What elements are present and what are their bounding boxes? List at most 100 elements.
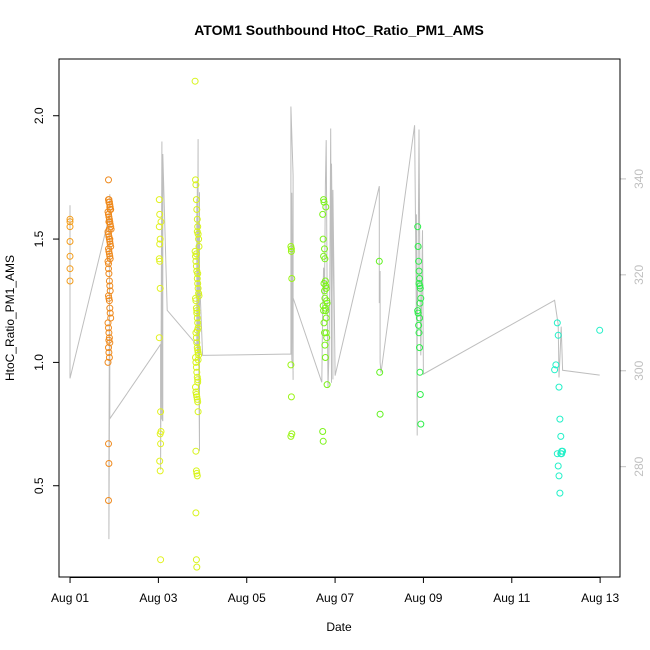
data-point [192, 509, 200, 517]
data-point [414, 309, 422, 317]
data-point [156, 257, 164, 265]
data-point [554, 331, 562, 339]
data-point [66, 218, 74, 226]
x-tick-label: Aug 13 [581, 591, 619, 605]
data-point [192, 391, 200, 398]
data-point [323, 381, 331, 389]
data-point [157, 218, 165, 226]
y2-tick-label: 300 [632, 360, 646, 380]
data-point [416, 344, 423, 352]
data-point [555, 383, 563, 391]
y-tick-label: 0.5 [32, 477, 46, 494]
data-point [105, 176, 112, 184]
x-tick-label: Aug 03 [139, 591, 177, 605]
data-point [287, 247, 295, 255]
data-point [105, 324, 112, 332]
data-point [415, 280, 423, 287]
data-point [155, 223, 163, 231]
data-point [106, 235, 114, 243]
data-point [193, 314, 201, 322]
data-point [320, 198, 328, 206]
data-point [155, 255, 163, 263]
data-point [105, 354, 113, 361]
data-point [416, 299, 424, 307]
data-point [415, 321, 423, 329]
data-point [155, 334, 163, 342]
data-point [376, 410, 384, 418]
data-point [193, 326, 201, 334]
data-point [192, 334, 200, 342]
data-point [416, 284, 424, 292]
data-point [192, 297, 200, 305]
data-point [321, 255, 329, 263]
data-point [192, 250, 200, 258]
x-tick-label: Aug 09 [404, 591, 442, 605]
data-point [105, 497, 112, 504]
data-point [106, 287, 114, 295]
data-point [105, 198, 113, 206]
data-point [156, 430, 164, 438]
data-point [192, 304, 200, 312]
data-point [105, 297, 113, 305]
data-point [104, 358, 112, 366]
data-point [105, 245, 112, 253]
data-point [416, 368, 424, 376]
data-point [414, 243, 422, 250]
data-point [556, 489, 564, 497]
data-point [193, 206, 201, 213]
data-point [66, 223, 74, 231]
x-tick-label: Aug 11 [493, 591, 530, 605]
data-point [106, 240, 114, 248]
data-point [557, 432, 565, 440]
data-point [193, 368, 201, 376]
data-point [417, 420, 425, 428]
data-point [66, 265, 74, 273]
data-point [193, 395, 201, 403]
data-point [193, 228, 201, 236]
data-point [287, 361, 295, 369]
data-point [376, 368, 384, 376]
y-tick-label: 2.0 [32, 107, 46, 124]
data-point [319, 210, 327, 218]
data-point [194, 356, 202, 364]
data-point [191, 77, 199, 85]
data-point [193, 215, 201, 223]
y2-tick-label: 320 [632, 265, 646, 285]
data-point [287, 432, 295, 440]
data-point [192, 388, 200, 396]
y-axis-label: HtoC_Ratio_PM1_AMS [3, 255, 17, 381]
data-point [66, 238, 74, 245]
x-tick-label: Aug 01 [51, 591, 89, 605]
data-point [193, 344, 201, 352]
data-point [416, 275, 423, 282]
data-point [193, 275, 201, 282]
data-point [105, 210, 112, 218]
data-point [105, 230, 112, 238]
data-point [319, 302, 327, 310]
data-point [157, 408, 165, 416]
y2-tick-label: 280 [632, 456, 646, 476]
data-point [193, 563, 201, 571]
data-point [106, 282, 114, 290]
data-point [415, 329, 423, 337]
data-point [195, 243, 203, 250]
data-point [417, 294, 425, 302]
data-point [320, 196, 328, 204]
data-point [105, 334, 113, 342]
data-point [105, 277, 113, 285]
data-point [415, 257, 423, 265]
data-point [193, 309, 201, 317]
data-point [194, 408, 202, 416]
data-point [552, 361, 560, 369]
data-point [194, 223, 202, 231]
y2-tick-label: 340 [632, 169, 646, 189]
y-tick-label: 1.5 [32, 230, 46, 247]
data-point [321, 341, 329, 349]
data-point [106, 304, 114, 312]
data-point [321, 277, 329, 285]
data-point [106, 309, 114, 317]
data-point [105, 225, 113, 233]
data-point [192, 447, 200, 455]
data-point [321, 354, 329, 361]
